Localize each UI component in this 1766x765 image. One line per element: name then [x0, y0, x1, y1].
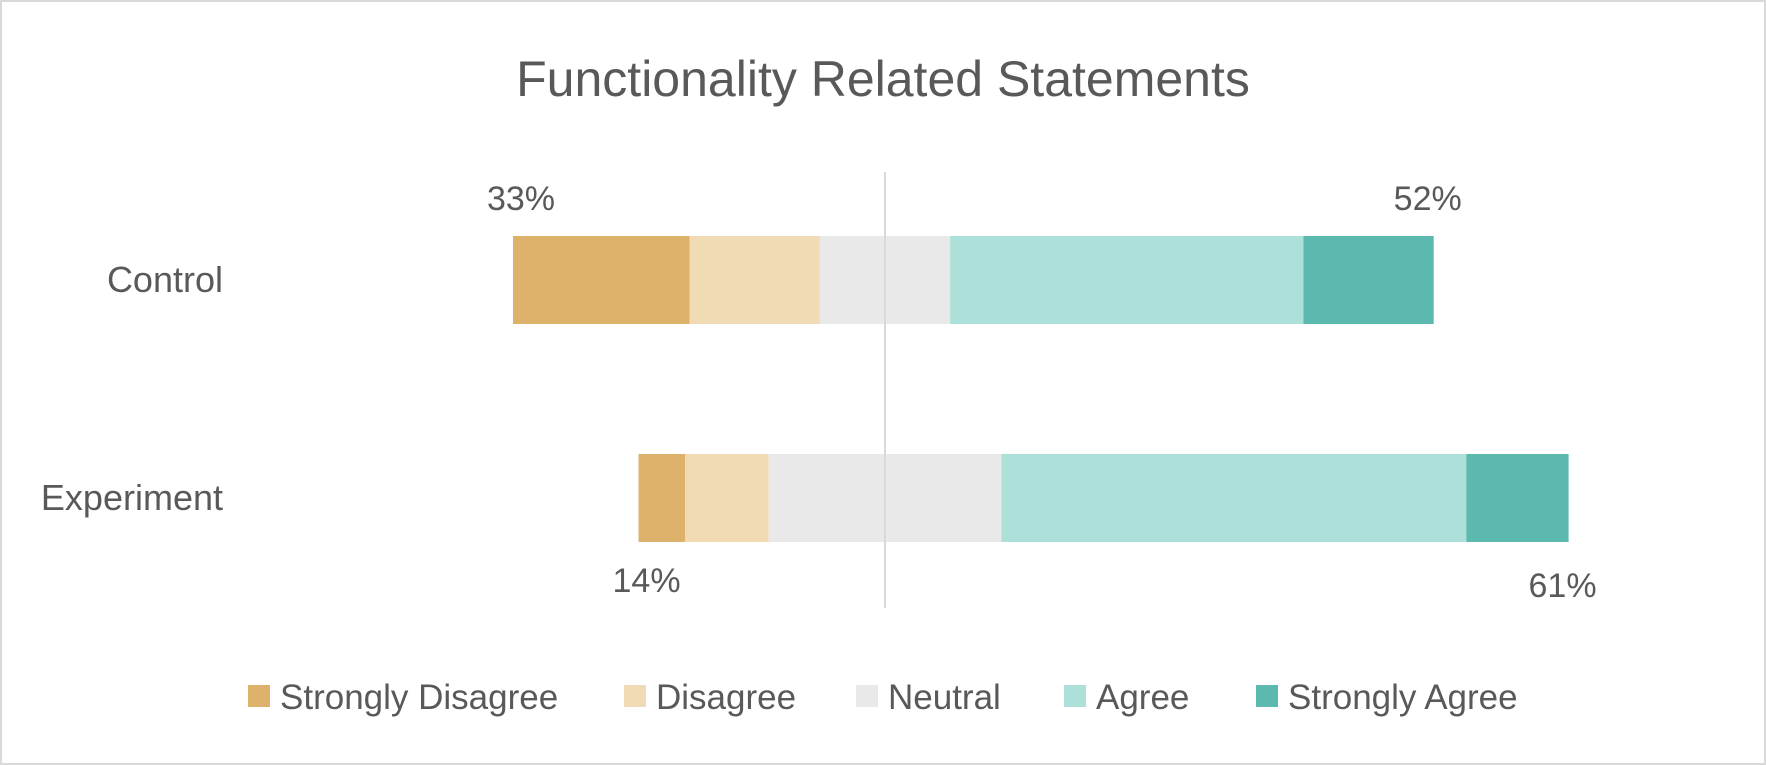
legend-swatch-neutral [856, 685, 878, 707]
data-label-agree-control: 52% [1394, 180, 1462, 218]
bar-control-disagree [689, 236, 820, 324]
labels-group: Control 33% 52% Experiment 14% 61% [41, 180, 1597, 605]
category-label-control: Control [107, 259, 223, 300]
legend-label-disagree: Disagree [656, 678, 796, 717]
legend-swatch-strongly-disagree [248, 685, 270, 707]
legend-swatch-agree [1064, 685, 1086, 707]
legend-label-strongly-disagree: Strongly Disagree [280, 678, 558, 717]
legend-swatch-strongly-agree [1256, 685, 1278, 707]
chart-title: Functionality Related Statements [516, 51, 1250, 107]
bar-control-agree [950, 236, 1304, 324]
bar-experiment-strongly-disagree [638, 454, 685, 542]
legend-label-neutral: Neutral [888, 678, 1001, 717]
bars-group [513, 172, 1569, 608]
bar-control-strongly-disagree [513, 236, 690, 324]
bar-experiment-strongly-agree [1466, 454, 1569, 542]
legend: Strongly Disagree Disagree Neutral Agree Str… [248, 678, 1518, 717]
bar-control-strongly-agree [1303, 236, 1434, 324]
legend-label-agree: Agree [1096, 678, 1189, 717]
data-label-disagree-control: 33% [487, 180, 555, 218]
category-label-experiment: Experiment [41, 477, 223, 518]
legend-label-strongly-agree: Strongly Agree [1288, 678, 1518, 717]
data-label-disagree-experiment: 14% [613, 562, 681, 600]
data-label-agree-experiment: 61% [1529, 567, 1597, 605]
bar-experiment-agree [1001, 454, 1467, 542]
legend-swatch-disagree [624, 685, 646, 707]
bar-experiment-disagree [685, 454, 769, 542]
